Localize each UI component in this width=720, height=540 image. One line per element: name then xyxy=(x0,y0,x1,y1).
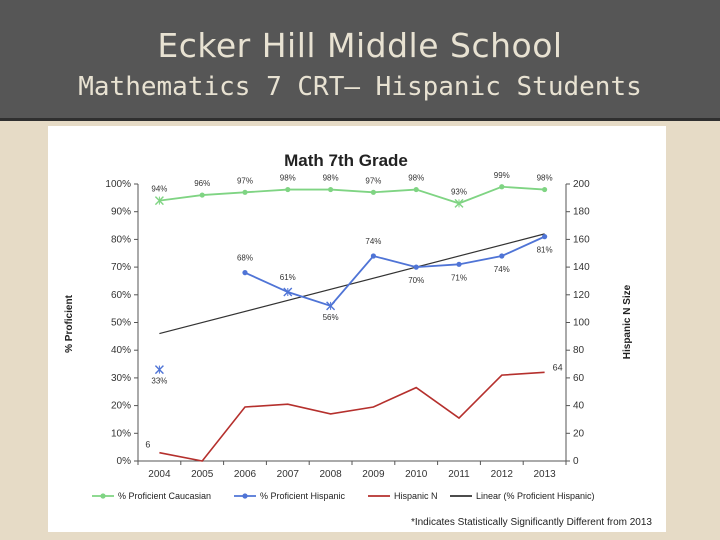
line-chart: Math 7th Grade % Proficient Hispanic N S… xyxy=(64,151,633,501)
data-label: 74% xyxy=(494,265,510,274)
data-label: 71% xyxy=(451,273,467,282)
slide-header: Ecker Hill Middle School Mathematics 7 C… xyxy=(0,0,720,121)
data-label: 98% xyxy=(323,174,339,183)
y-tick-label: 10% xyxy=(111,428,131,439)
x-tick-label: 2008 xyxy=(319,469,342,480)
trend-line xyxy=(159,233,545,335)
y2-tick-label: 120 xyxy=(573,290,590,301)
data-point xyxy=(499,184,505,190)
x-tick-label: 2013 xyxy=(533,469,556,480)
slide-subtitle: Mathematics 7 CRT– Hispanic Students xyxy=(78,72,642,102)
chart-panel: Math 7th Grade % Proficient Hispanic N S… xyxy=(48,126,666,532)
legend-marker xyxy=(100,493,106,499)
y2-tick-label: 60 xyxy=(573,373,585,384)
x-tick-label: 2012 xyxy=(491,469,514,480)
data-label: 70% xyxy=(408,276,424,285)
data-label: 96% xyxy=(194,179,210,188)
legend-item: Linear (% Proficient Hispanic) xyxy=(450,491,595,501)
legend-item: % Proficient Hispanic xyxy=(234,491,346,501)
data-point xyxy=(542,234,548,240)
data-label: 98% xyxy=(408,174,424,183)
data-label: 98% xyxy=(280,174,296,183)
data-point xyxy=(285,186,291,193)
series-line-hispanic-n xyxy=(159,371,545,462)
data-label: 61% xyxy=(280,273,296,282)
series-line-caucasian xyxy=(159,185,545,205)
y-tick-label: 70% xyxy=(111,262,131,273)
y-tick-label: 90% xyxy=(111,207,131,218)
data-label: 33% xyxy=(151,377,167,386)
legend-label: Hispanic N xyxy=(394,491,438,501)
data-label: 74% xyxy=(365,237,381,246)
data-point xyxy=(242,270,248,276)
y-tick-label: 40% xyxy=(111,345,131,356)
data-label: 93% xyxy=(451,187,467,196)
data-label: 56% xyxy=(323,313,339,322)
data-point xyxy=(413,186,419,193)
y-tick-label: 60% xyxy=(111,290,131,301)
legend-item: % Proficient Caucasian xyxy=(92,491,211,501)
slide-title: Ecker Hill Middle School xyxy=(157,26,563,65)
y2-tick-label: 80 xyxy=(573,345,585,356)
y-tick-label: 20% xyxy=(111,401,131,412)
y2-tick-label: 40 xyxy=(573,401,585,412)
y-tick-label: 100% xyxy=(105,179,131,190)
legend-label: % Proficient Caucasian xyxy=(118,491,211,501)
y2-tick-label: 20 xyxy=(573,428,585,439)
series-line-hispanic xyxy=(244,235,545,307)
y2-tick-label: 140 xyxy=(573,262,590,273)
y2-tick-label: 160 xyxy=(573,234,590,245)
x-tick-label: 2005 xyxy=(191,469,214,480)
x-tick-label: 2010 xyxy=(405,469,428,480)
y2-tick-label: 0 xyxy=(573,456,579,467)
data-label: 97% xyxy=(237,176,253,185)
data-label: 94% xyxy=(151,185,167,194)
data-point-significant xyxy=(154,196,164,206)
x-tick-label: 2007 xyxy=(277,469,300,480)
x-tick-label: 2006 xyxy=(234,469,257,480)
y-tick-label: 80% xyxy=(111,234,131,245)
y-axis-label: % Proficient xyxy=(64,294,75,352)
y2-tick-label: 100 xyxy=(573,318,590,329)
y2-tick-label: 180 xyxy=(573,207,590,218)
data-point xyxy=(370,189,376,195)
data-point xyxy=(456,261,462,267)
x-tick-label: 2004 xyxy=(148,469,171,480)
data-label: 81% xyxy=(537,246,553,255)
data-label: 99% xyxy=(494,171,510,180)
data-label: 64 xyxy=(553,362,563,372)
data-point xyxy=(370,253,376,259)
data-point xyxy=(499,253,505,259)
legend-marker xyxy=(242,493,248,499)
data-point xyxy=(199,192,205,198)
data-point-significant xyxy=(283,287,293,297)
data-label: 98% xyxy=(537,174,553,183)
x-tick-label: 2009 xyxy=(362,469,385,480)
y-tick-label: 0% xyxy=(117,456,132,467)
data-point xyxy=(242,189,248,195)
chart-title: Math 7th Grade xyxy=(284,151,408,170)
legend-item: Hispanic N xyxy=(368,491,438,501)
x-tick-label: 2011 xyxy=(448,469,470,480)
data-label: 97% xyxy=(365,176,381,185)
legend-label: Linear (% Proficient Hispanic) xyxy=(476,491,595,501)
data-point-significant xyxy=(454,198,464,208)
data-label: 6 xyxy=(145,440,150,450)
data-point xyxy=(413,264,419,270)
data-label: 68% xyxy=(237,254,253,263)
data-point-significant xyxy=(326,301,336,311)
y2-tick-label: 200 xyxy=(573,179,590,190)
y-tick-label: 30% xyxy=(111,373,131,384)
chart-footnote: *Indicates Statistically Significantly D… xyxy=(410,517,652,528)
y2-axis-label: Hispanic N Size xyxy=(622,284,633,359)
data-point xyxy=(542,186,548,193)
legend-label: % Proficient Hispanic xyxy=(260,491,346,501)
data-point-significant xyxy=(154,365,164,375)
data-point xyxy=(328,186,334,193)
y-tick-label: 50% xyxy=(111,318,131,329)
